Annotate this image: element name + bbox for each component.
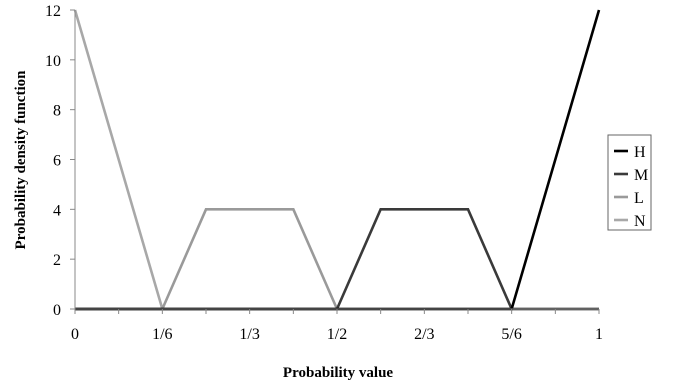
legend-label-n: N xyxy=(634,213,646,230)
y-tick-label: 10 xyxy=(45,53,61,70)
series-layer xyxy=(73,9,601,311)
legend-label-h: H xyxy=(634,144,646,161)
y-tick-label: 8 xyxy=(53,103,61,120)
series-line-l xyxy=(75,208,599,311)
series-line-m xyxy=(75,208,599,311)
series-line-h xyxy=(75,9,601,311)
x-tick-label: 1/6 xyxy=(152,326,172,343)
y-tick-label: 6 xyxy=(53,153,61,170)
x-tick-label: 1/3 xyxy=(239,326,259,343)
x-tick-label: 0 xyxy=(71,326,79,343)
legend-label-l: L xyxy=(634,190,644,207)
legend-box xyxy=(607,134,652,231)
series-line-n xyxy=(73,9,599,311)
legend-label-m: M xyxy=(634,167,648,184)
axes-layer xyxy=(70,9,600,314)
y-tick-label: 0 xyxy=(53,302,61,319)
y-tick-label: 4 xyxy=(53,202,61,219)
y-tick-label: 2 xyxy=(53,252,61,269)
y-tick-label: 12 xyxy=(45,3,61,20)
x-tick-label: 5/6 xyxy=(501,326,521,343)
x-tick-label: 1 xyxy=(595,326,603,343)
x-tick-label: 1/2 xyxy=(327,326,347,343)
y-axis-title: Probability density function xyxy=(13,70,29,250)
x-axis-title: Probability value xyxy=(283,365,393,381)
x-tick-label: 2/3 xyxy=(414,326,434,343)
